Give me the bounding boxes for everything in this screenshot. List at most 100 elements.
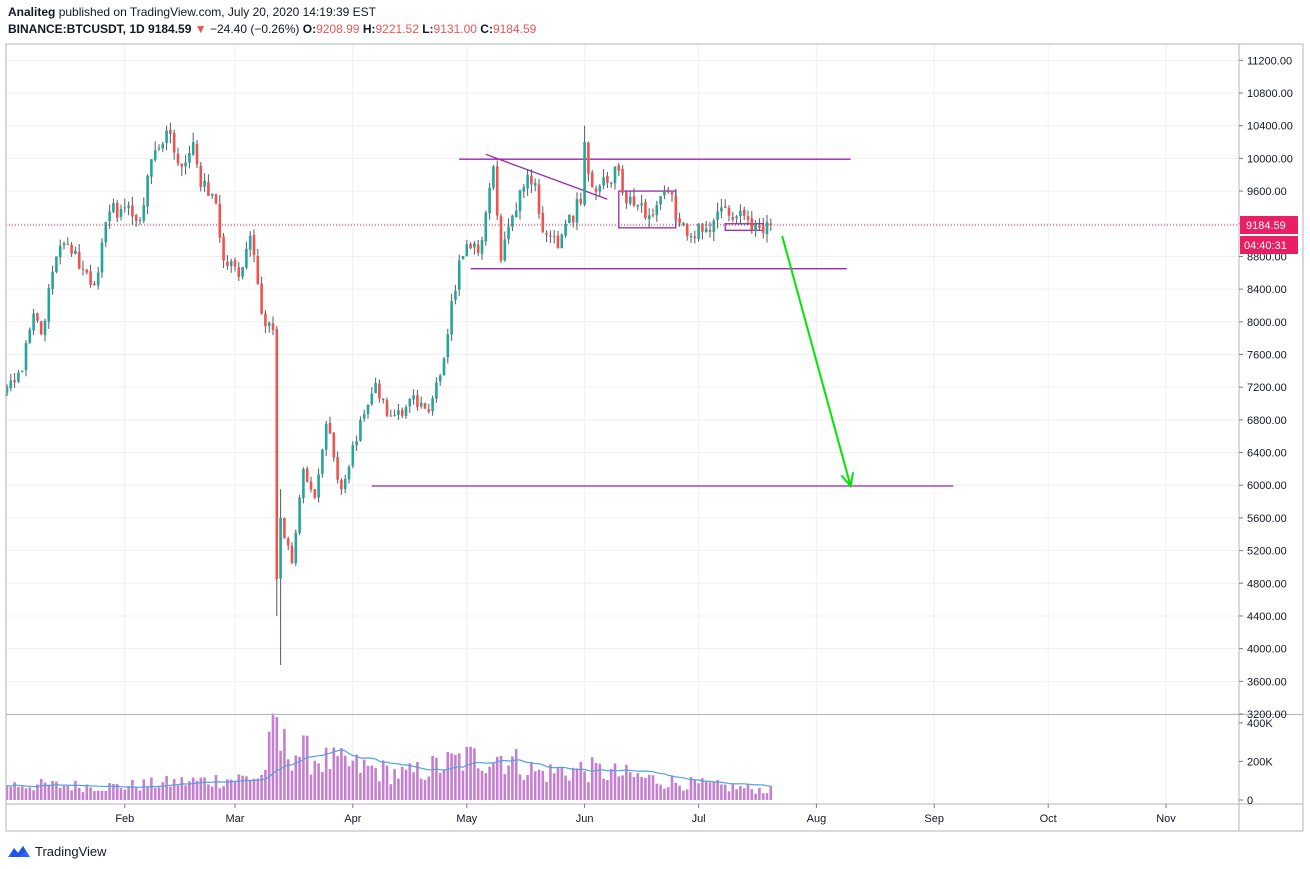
- candle-body: [142, 205, 146, 221]
- candle-body: [378, 383, 381, 399]
- x-tick-label: Mar: [226, 813, 245, 825]
- volume-bar: [746, 784, 750, 800]
- candle-body: [636, 204, 640, 207]
- trendline[interactable]: [485, 153, 608, 200]
- candle-body: [226, 261, 229, 266]
- candle-body: [279, 517, 282, 579]
- volume-tick-label: 200K: [1247, 756, 1273, 768]
- open-label: O:: [302, 22, 317, 36]
- candle-body: [461, 256, 465, 260]
- candle-body: [427, 409, 431, 412]
- volume-bar: [587, 782, 590, 800]
- volume-bar: [222, 786, 225, 800]
- candle-body: [96, 272, 100, 286]
- candle-body: [723, 206, 727, 208]
- publish-info: Analiteg published on TradingView.com, J…: [8, 5, 376, 19]
- volume-bar: [165, 776, 168, 800]
- low-label: L:: [422, 22, 434, 36]
- candle-body: [720, 207, 723, 212]
- arrow-line[interactable]: [781, 235, 852, 487]
- volume-bar: [697, 783, 700, 800]
- volume-bar: [36, 784, 39, 800]
- volume-bar: [579, 761, 583, 800]
- candle-body: [644, 202, 647, 218]
- symbol-label[interactable]: BINANCE:BTCUSDT, 1D: [8, 22, 145, 36]
- current-price-tag: [1240, 216, 1298, 235]
- candle-body: [499, 216, 503, 261]
- drawings-layer: [6, 153, 1239, 489]
- footer[interactable]: TradingView: [7, 842, 107, 860]
- volume-bar: [359, 772, 362, 800]
- candle-body: [522, 186, 526, 192]
- candle-body: [480, 240, 484, 254]
- candle-body: [750, 218, 754, 231]
- volume-bar: [13, 782, 16, 800]
- candle-body: [606, 175, 609, 183]
- candle-body: [260, 283, 263, 314]
- grid: [6, 44, 1239, 804]
- volume-bar: [131, 779, 134, 800]
- volume-bar: [716, 779, 719, 800]
- volume-bar: [229, 779, 233, 800]
- candle-body: [511, 215, 514, 227]
- volume-bar: [655, 783, 659, 800]
- volume-tick-label: 400K: [1247, 718, 1273, 730]
- candle-body: [431, 398, 434, 412]
- volume-bar: [309, 774, 313, 800]
- candle-body: [150, 159, 153, 177]
- volume-bar: [632, 776, 636, 800]
- candle-body: [575, 199, 579, 223]
- candle-body: [769, 223, 773, 226]
- y-tick-label: 4000.00: [1247, 644, 1287, 656]
- volume-bar: [81, 792, 85, 800]
- volume-bar: [408, 763, 412, 800]
- y-tick-label: 10400.00: [1247, 121, 1293, 133]
- volume-tick-label: 0: [1247, 795, 1253, 807]
- candle-body: [564, 223, 567, 236]
- volume-bar: [218, 788, 222, 800]
- y-tick-label: 4400.00: [1247, 611, 1287, 623]
- volume-bar: [260, 774, 263, 800]
- candle-body: [74, 250, 77, 254]
- candle-body: [640, 203, 643, 206]
- chart-frame: [5, 43, 1304, 832]
- candle-body: [370, 393, 374, 405]
- candle-body: [324, 423, 328, 450]
- volume-bar: [476, 768, 480, 800]
- candle-body: [678, 218, 681, 224]
- candle-body: [332, 432, 336, 458]
- candle-body: [632, 196, 636, 206]
- volume-bar: [594, 763, 598, 800]
- footer-brand: TradingView: [35, 843, 107, 859]
- candle-body: [131, 205, 134, 217]
- volume-bar: [423, 780, 427, 800]
- candle-body: [70, 244, 73, 254]
- candle-body: [359, 419, 362, 441]
- candle-body: [336, 457, 339, 480]
- volume-bar: [264, 769, 267, 800]
- candle-body: [47, 287, 51, 322]
- candle-body: [571, 215, 575, 223]
- candle-body: [541, 213, 545, 232]
- volume-bar: [100, 790, 104, 800]
- candle-body: [28, 329, 32, 343]
- x-tick-label: Sep: [924, 813, 944, 825]
- candle-body: [530, 175, 533, 185]
- volume-bar: [598, 763, 602, 800]
- candle-body: [617, 165, 621, 171]
- candle-body: [537, 184, 541, 215]
- candle-body: [765, 222, 769, 235]
- candle-body: [199, 165, 203, 187]
- volume-bar: [340, 748, 343, 800]
- volume-bar: [606, 780, 609, 800]
- volume-bar: [237, 774, 241, 800]
- y-tick-label: 3200.00: [1247, 709, 1287, 721]
- candle-body: [716, 211, 719, 220]
- author-name[interactable]: Analiteg: [8, 5, 56, 19]
- volume-bar: [602, 778, 605, 800]
- candle-body: [112, 203, 115, 212]
- candle-body: [685, 224, 689, 237]
- volume-bar: [761, 793, 765, 800]
- candle-body: [552, 236, 556, 238]
